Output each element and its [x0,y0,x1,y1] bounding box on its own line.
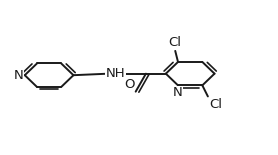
Text: Cl: Cl [168,36,181,49]
Text: NH: NH [106,67,125,80]
Text: Cl: Cl [209,98,222,111]
Text: N: N [173,86,183,99]
Text: N: N [14,69,23,82]
Text: O: O [124,78,134,91]
